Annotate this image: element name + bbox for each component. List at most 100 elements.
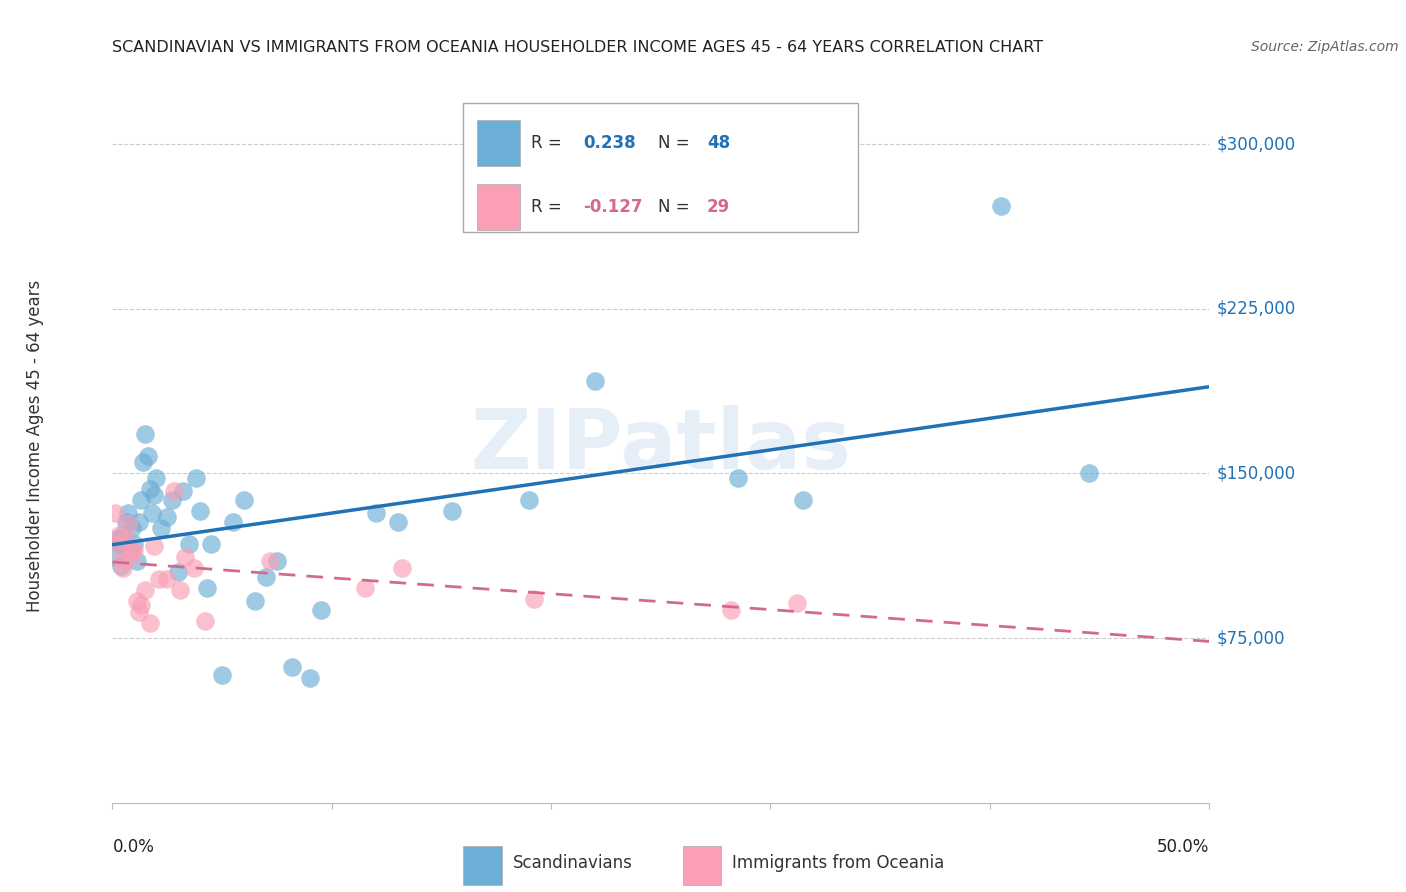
FancyBboxPatch shape: [464, 103, 858, 232]
Point: [105, 537, 128, 551]
Point: [148, 572, 170, 586]
Point: [194, 614, 217, 628]
Point: [143, 539, 166, 553]
Text: 0.238: 0.238: [583, 134, 636, 152]
Point: [104, 506, 127, 520]
Point: [112, 528, 135, 542]
Point: [145, 471, 167, 485]
Text: R =: R =: [531, 198, 568, 216]
Point: [169, 582, 191, 597]
Text: 48: 48: [707, 134, 730, 152]
Text: Householder Income Ages 45 - 64 years: Householder Income Ages 45 - 64 years: [27, 280, 44, 612]
Point: [786, 596, 808, 610]
Text: R =: R =: [531, 134, 568, 152]
Point: [118, 549, 141, 564]
Point: [233, 492, 256, 507]
Point: [143, 488, 166, 502]
Point: [129, 598, 152, 612]
Point: [136, 449, 159, 463]
Point: [128, 605, 150, 619]
Point: [160, 492, 183, 507]
Point: [134, 582, 156, 597]
FancyBboxPatch shape: [477, 184, 520, 230]
Point: [124, 537, 146, 551]
FancyBboxPatch shape: [477, 120, 520, 166]
Point: [195, 581, 218, 595]
Point: [281, 659, 304, 673]
Point: [112, 561, 135, 575]
FancyBboxPatch shape: [464, 846, 502, 885]
Point: [254, 569, 277, 583]
Point: [184, 471, 207, 485]
Point: [117, 506, 139, 520]
Text: N =: N =: [658, 134, 695, 152]
Text: Immigrants from Oceania: Immigrants from Oceania: [733, 855, 945, 872]
Point: [128, 515, 150, 529]
Text: $300,000: $300,000: [1216, 135, 1295, 153]
Point: [222, 515, 245, 529]
Point: [104, 549, 127, 564]
Point: [720, 602, 742, 616]
Point: [125, 594, 148, 608]
Point: [266, 554, 288, 568]
Point: [117, 516, 139, 531]
Text: 50.0%: 50.0%: [1157, 838, 1209, 856]
Point: [1077, 467, 1099, 481]
Point: [110, 554, 132, 568]
Point: [125, 554, 148, 568]
Point: [183, 561, 205, 575]
Text: Source: ZipAtlas.com: Source: ZipAtlas.com: [1251, 40, 1399, 54]
Point: [167, 566, 190, 580]
Point: [200, 537, 222, 551]
Point: [792, 492, 814, 507]
Point: [517, 492, 540, 507]
Point: [298, 671, 321, 685]
Point: [149, 521, 172, 535]
Text: 0.0%: 0.0%: [112, 838, 155, 856]
Text: SCANDINAVIAN VS IMMIGRANTS FROM OCEANIA HOUSEHOLDER INCOME AGES 45 - 64 YEARS CO: SCANDINAVIAN VS IMMIGRANTS FROM OCEANIA …: [112, 40, 1043, 55]
Point: [105, 533, 128, 547]
Point: [259, 554, 281, 568]
Point: [163, 483, 186, 498]
Point: [129, 492, 152, 507]
Point: [353, 581, 375, 595]
Point: [108, 528, 131, 542]
Point: [134, 426, 156, 441]
Point: [141, 506, 163, 520]
Point: [110, 558, 132, 573]
Point: [139, 615, 162, 630]
Point: [309, 602, 332, 616]
Point: [108, 537, 131, 551]
Point: [121, 521, 143, 535]
Point: [156, 510, 179, 524]
Point: [114, 533, 136, 547]
Point: [188, 504, 211, 518]
Point: [990, 198, 1012, 212]
Text: ZIPatlas: ZIPatlas: [471, 406, 851, 486]
Text: -0.127: -0.127: [583, 198, 643, 216]
Text: 29: 29: [707, 198, 730, 216]
Point: [121, 543, 143, 558]
Point: [139, 482, 162, 496]
Point: [179, 537, 201, 551]
Text: $75,000: $75,000: [1216, 629, 1285, 647]
Point: [364, 506, 387, 520]
Point: [124, 543, 146, 558]
FancyBboxPatch shape: [683, 846, 721, 885]
Point: [114, 515, 136, 529]
Point: [132, 455, 155, 469]
Point: [156, 572, 179, 586]
Point: [211, 668, 233, 682]
Text: Scandinavians: Scandinavians: [513, 855, 633, 872]
Point: [387, 515, 409, 529]
Text: $225,000: $225,000: [1216, 300, 1295, 318]
Point: [727, 471, 749, 485]
Text: $150,000: $150,000: [1216, 465, 1295, 483]
Point: [172, 483, 194, 498]
Point: [523, 591, 546, 606]
Point: [583, 374, 606, 388]
Point: [441, 504, 464, 518]
Text: N =: N =: [658, 198, 695, 216]
Point: [243, 594, 266, 608]
Point: [173, 549, 195, 564]
